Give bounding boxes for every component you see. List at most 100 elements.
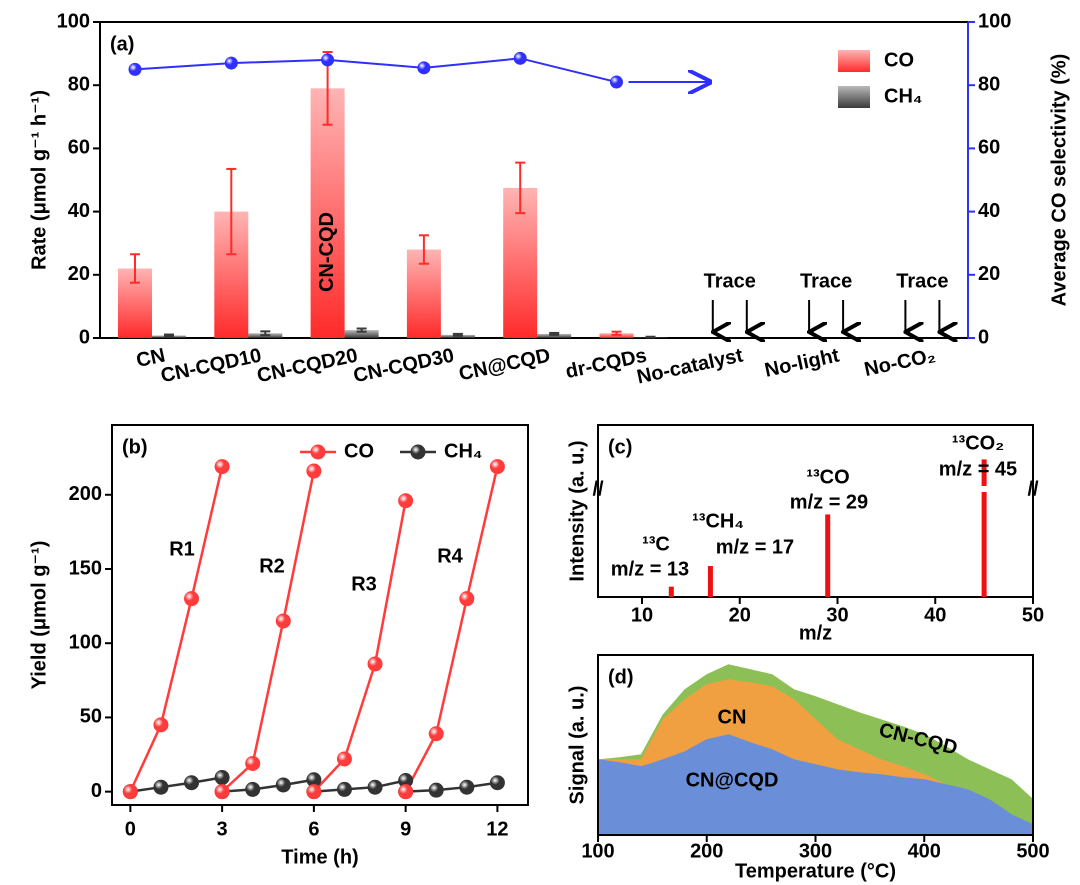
bar bbox=[344, 330, 379, 338]
series-point bbox=[214, 459, 230, 475]
x-tick-label: 200 bbox=[690, 840, 723, 862]
peak-label: m/z = 17 bbox=[716, 536, 794, 558]
series-point bbox=[398, 493, 414, 509]
y-tick-label: 150 bbox=[69, 557, 102, 579]
series-point bbox=[367, 779, 383, 795]
peak-label: ¹³CO₂ bbox=[952, 432, 1004, 454]
x-tick-label: CN-CQD30 bbox=[351, 345, 456, 388]
x-tick-label: 50 bbox=[1022, 604, 1044, 626]
y-tick-label: 0 bbox=[79, 326, 90, 348]
axis-break: // bbox=[592, 478, 604, 500]
x-axis-label: Time (h) bbox=[281, 846, 358, 868]
legend-label: CH₄ bbox=[444, 440, 482, 462]
legend-marker bbox=[410, 444, 426, 460]
x-tick-label: No-light bbox=[763, 344, 842, 381]
trace-label: Trace bbox=[800, 270, 852, 292]
y2-axis-label: Average CO selectivity (%) bbox=[1048, 54, 1070, 307]
series-point bbox=[184, 775, 200, 791]
series-point bbox=[214, 784, 230, 800]
x-tick-label: 400 bbox=[908, 840, 941, 862]
series-point bbox=[398, 773, 414, 789]
area-label: CN@CQD bbox=[686, 769, 779, 791]
trace-label: Trace bbox=[896, 270, 948, 292]
series-point bbox=[459, 591, 475, 607]
y-axis-label: Rate (μmol g⁻¹ h⁻¹) bbox=[28, 90, 50, 270]
series-point bbox=[245, 755, 261, 771]
x-tick-label: 300 bbox=[799, 840, 832, 862]
series-point bbox=[489, 775, 505, 791]
y-tick-label: 40 bbox=[68, 200, 90, 222]
x-axis-label: m/z bbox=[799, 622, 832, 644]
series-point bbox=[428, 782, 444, 798]
x-tick-label: 9 bbox=[400, 818, 411, 840]
legend-swatch bbox=[838, 86, 870, 108]
series-point bbox=[306, 463, 322, 479]
panel-label: (b) bbox=[122, 436, 148, 458]
peak-bar bbox=[668, 586, 674, 597]
x-tick-label: 10 bbox=[631, 604, 653, 626]
peak-bar bbox=[981, 459, 987, 597]
y-tick-label: 50 bbox=[80, 706, 102, 728]
break-gap bbox=[980, 486, 989, 492]
x-tick-label: CN-CQD20 bbox=[255, 345, 360, 388]
y-tick-label: 20 bbox=[68, 263, 90, 285]
selectivity-point bbox=[610, 75, 623, 89]
x-tick-label: 500 bbox=[1016, 840, 1049, 862]
run-label: R1 bbox=[169, 538, 195, 560]
panel-label: (d) bbox=[608, 666, 634, 688]
y-tick-label: 100 bbox=[57, 10, 90, 32]
y2-tick-label: 20 bbox=[978, 263, 1000, 285]
peak-bar bbox=[707, 566, 713, 597]
x-tick-label: CN@CQD bbox=[457, 345, 552, 386]
x-tick-label: 100 bbox=[581, 840, 614, 862]
selectivity-line bbox=[134, 57, 617, 84]
peak-label: ¹³C bbox=[642, 533, 670, 555]
peak-label: m/z = 45 bbox=[939, 458, 1017, 480]
series-point bbox=[153, 717, 169, 733]
x-tick-label: 20 bbox=[729, 604, 751, 626]
y2-tick-label: 60 bbox=[978, 137, 1000, 159]
series-point bbox=[489, 459, 505, 475]
panel-label: (a) bbox=[110, 33, 134, 55]
peak-label: ¹³CO bbox=[806, 466, 849, 488]
x-tick-label: CN-CQD10 bbox=[159, 345, 264, 388]
trace-label: Trace bbox=[704, 270, 756, 292]
peak-label: ¹³CH₄ bbox=[692, 510, 744, 532]
x-tick-label: 6 bbox=[308, 818, 319, 840]
y-tick-label: 80 bbox=[68, 73, 90, 95]
legend-label: CH₄ bbox=[884, 85, 922, 107]
series-point bbox=[153, 779, 169, 795]
series-point bbox=[336, 751, 352, 767]
bar-annotation: CN-CQD bbox=[316, 212, 338, 292]
run-label: R2 bbox=[259, 555, 285, 577]
series-point bbox=[306, 772, 322, 788]
plot-frame bbox=[111, 424, 529, 806]
series-point bbox=[245, 781, 261, 797]
signal-area bbox=[597, 734, 1034, 836]
x-tick-label: No-catalyst bbox=[635, 344, 745, 388]
y2-tick-label: 100 bbox=[978, 10, 1011, 32]
x-tick-label: 30 bbox=[826, 604, 848, 626]
y2-tick-label: 0 bbox=[978, 326, 989, 348]
series-point bbox=[428, 726, 444, 742]
series-point bbox=[184, 591, 200, 607]
series-point bbox=[214, 770, 230, 786]
legend-label: CO bbox=[344, 440, 374, 462]
panel-label: (c) bbox=[608, 436, 632, 458]
series-point bbox=[275, 613, 291, 629]
x-tick-label: dr-CQDs bbox=[564, 345, 649, 384]
legend-swatch bbox=[838, 50, 870, 72]
peak-label: m/z = 29 bbox=[790, 491, 868, 513]
series-point bbox=[306, 784, 322, 800]
legend-label: CO bbox=[884, 49, 914, 71]
x-tick-label: 12 bbox=[486, 818, 508, 840]
selectivity-point bbox=[224, 56, 238, 70]
y-tick-label: 60 bbox=[68, 137, 90, 159]
plot-frame bbox=[597, 424, 1034, 598]
x-axis-label: Temperature (°C) bbox=[735, 860, 896, 882]
bar bbox=[537, 333, 572, 338]
series-line bbox=[130, 776, 498, 793]
legend-marker bbox=[310, 444, 326, 460]
y-axis-label: Signal (a. u.) bbox=[566, 686, 588, 805]
